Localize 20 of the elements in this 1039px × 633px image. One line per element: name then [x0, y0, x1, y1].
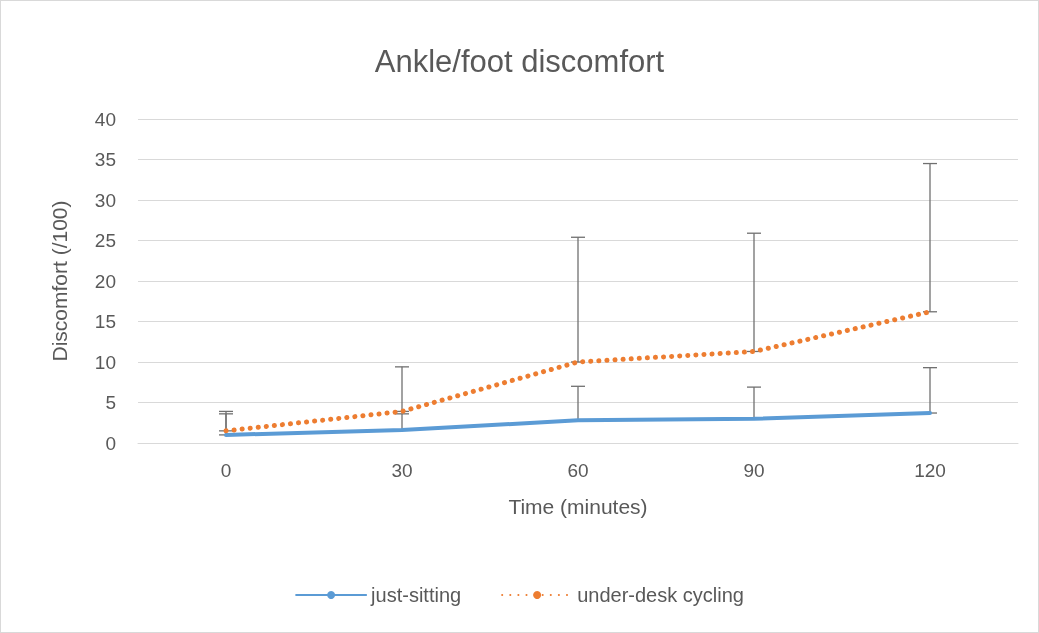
x-tick-label: 120 — [914, 460, 946, 481]
y-tick-label: 35 — [94, 149, 116, 170]
line-series — [224, 411, 932, 437]
legend-label: under-desk cycling — [577, 584, 744, 606]
legend-label: just-sitting — [370, 584, 462, 606]
y-tick-label: 15 — [94, 311, 116, 332]
x-tick-label: 0 — [220, 460, 232, 481]
chart-title: Ankle/foot discomfort — [374, 44, 665, 79]
x-tick-label: 60 — [567, 460, 589, 481]
y-tick-label: 30 — [94, 189, 116, 211]
x-tick-label: 30 — [391, 460, 413, 481]
x-tick-label: 90 — [743, 460, 765, 481]
y-tick-label: 25 — [94, 230, 116, 251]
y-tick-label: 20 — [94, 270, 116, 292]
y-tick-label: 5 — [105, 392, 116, 413]
y-axis-title: Discomfort (/100) — [48, 200, 71, 362]
y-tick-label: 0 — [105, 432, 116, 454]
y-tick-label: 10 — [94, 351, 116, 373]
x-axis-title: Time (minutes) — [508, 495, 648, 518]
y-tick-label: 40 — [94, 108, 116, 130]
